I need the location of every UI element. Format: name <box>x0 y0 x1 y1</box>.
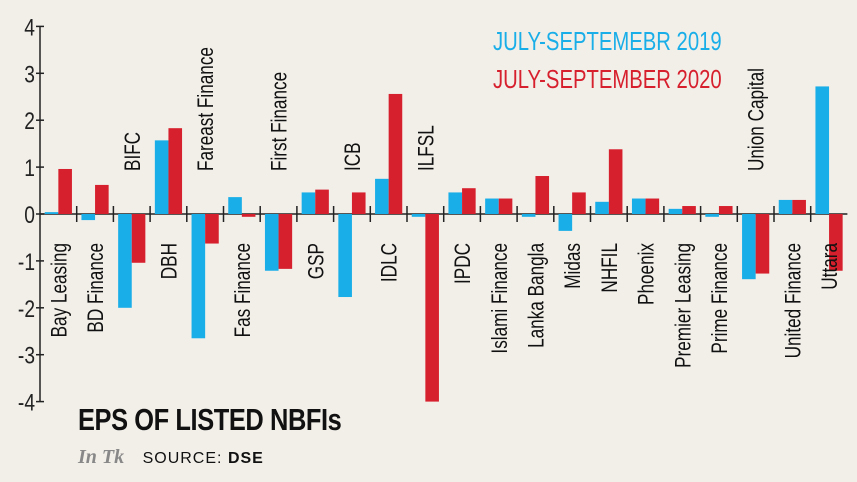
legend-entry: JULY-SEPTEMBER 2020 <box>493 65 722 94</box>
y-tick-label: -3 <box>18 342 35 370</box>
bar-2019 <box>668 208 683 214</box>
bar-2020 <box>315 189 329 214</box>
category-label: United Finance <box>781 243 806 358</box>
y-tick-label: -2 <box>18 295 35 323</box>
bar-2019 <box>375 178 389 214</box>
y-tick-label: -1 <box>18 248 35 276</box>
y-tick-label: 4 <box>24 13 35 41</box>
bar-2020 <box>131 214 146 263</box>
category-label: IDLC <box>378 243 403 282</box>
category-label: ICB <box>341 142 366 171</box>
category-label: Islami Finance <box>488 243 513 354</box>
bar-2019 <box>301 192 316 214</box>
bar-2019 <box>228 197 242 214</box>
bar-2019 <box>44 212 59 214</box>
bar-2020 <box>829 214 843 271</box>
bar-2019 <box>81 214 96 221</box>
bar-2019 <box>521 214 536 217</box>
chart-subtitle: In Tk SOURCE: DSE <box>78 446 264 469</box>
bar-2019 <box>815 86 830 214</box>
category-label: Phoenix <box>635 243 660 305</box>
bar-2019 <box>742 214 756 280</box>
category-label: Union Capital <box>745 68 770 171</box>
category-label: IPDC <box>451 243 476 284</box>
category-label: DBH <box>157 243 182 279</box>
category-label: First Finance <box>268 72 293 171</box>
bar-2020 <box>388 93 403 214</box>
y-tick-label: 1 <box>24 154 35 182</box>
bar-2019 <box>264 214 279 271</box>
chart-title: EPS OF LISTED NBFIs <box>78 402 342 437</box>
bar-2019 <box>118 214 132 308</box>
category-label: NHFIL <box>598 243 623 293</box>
category-label: Fas Finance <box>231 243 256 337</box>
source-label: SOURCE: <box>142 450 223 467</box>
y-tick-label: 0 <box>24 201 35 229</box>
source-text: SOURCE: DSE <box>143 450 264 467</box>
bar-2020 <box>351 192 366 214</box>
category-label: Premier Leasing <box>671 243 696 368</box>
legend-entry: JULY-SEPTEMEBR 2019 <box>493 27 722 56</box>
bar-2020 <box>498 198 513 214</box>
bar-2019 <box>558 214 573 231</box>
bar-2020 <box>535 176 550 214</box>
bar-2020 <box>792 199 806 214</box>
category-label: Prime Finance <box>708 243 733 354</box>
bar-2019 <box>485 198 499 214</box>
bar-2019 <box>191 214 206 339</box>
bar-2020 <box>205 214 219 244</box>
bar-2019 <box>338 214 352 298</box>
category-label: ILFSL <box>414 125 439 171</box>
bar-2020 <box>682 206 696 214</box>
bar-2020 <box>168 128 183 214</box>
category-label: Bay Leasing <box>47 243 72 337</box>
bar-2019 <box>154 140 169 214</box>
bar-2019 <box>631 198 646 214</box>
bar-2020 <box>58 168 72 214</box>
bar-2020 <box>462 188 476 214</box>
bar-2019 <box>448 192 463 214</box>
bar-2020 <box>572 192 586 214</box>
bar-2020 <box>95 184 109 214</box>
category-label: Uttara <box>818 243 843 290</box>
bar-2020 <box>645 198 660 214</box>
category-label: Fareast Finance <box>194 47 219 171</box>
bar-2020 <box>241 214 256 217</box>
y-tick-label: -4 <box>18 389 35 417</box>
category-label: Midas <box>561 243 586 289</box>
source-value: DSE <box>227 450 264 467</box>
bar-2019 <box>595 201 609 214</box>
bar-2020 <box>608 149 623 214</box>
category-label: BD Finance <box>84 243 109 333</box>
bar-2019 <box>778 199 793 214</box>
bar-2020 <box>718 206 733 214</box>
y-tick-label: 2 <box>24 107 35 135</box>
unit-label: In Tk <box>78 446 125 468</box>
bar-2020 <box>278 214 293 269</box>
bar-2020 <box>425 214 439 402</box>
bar-2020 <box>755 214 770 274</box>
category-label: GSP <box>304 243 329 279</box>
y-tick-label: 3 <box>24 60 35 88</box>
category-label: BIFC <box>121 132 146 171</box>
category-label: Lanka Bangla <box>524 243 549 348</box>
bar-2019 <box>411 214 426 217</box>
bar-2019 <box>705 214 719 217</box>
